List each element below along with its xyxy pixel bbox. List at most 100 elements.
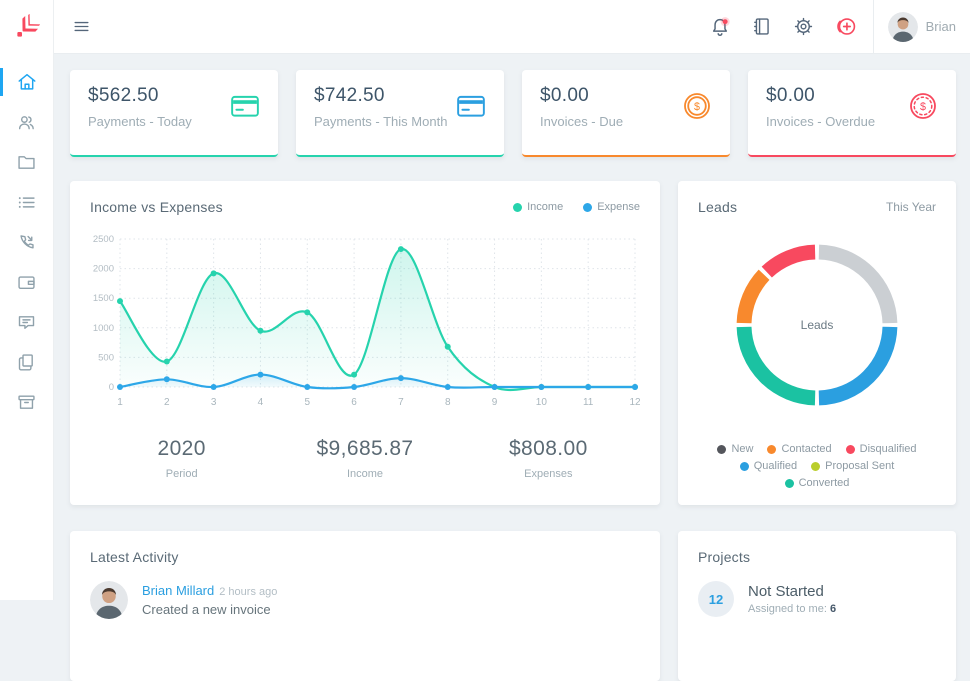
legend-label: Income [527,201,563,213]
donut-slice-disqualified[interactable] [767,252,815,272]
donut-slice-qualified[interactable] [819,327,890,398]
sidebar-item-list[interactable] [0,182,53,222]
top-bar-icons [703,10,863,44]
stat-label: Payments - Today [88,114,192,129]
legend-label: Disqualified [860,443,917,455]
leads-legend-new[interactable]: New [717,443,753,455]
archive-icon [16,392,37,413]
income-chart-legend: Income Expense [513,201,640,213]
stat-card-payments-today: $562.50 Payments - Today [70,70,278,157]
summary-period: 2020 Period [90,437,273,480]
leads-legend-proposal-sent[interactable]: Proposal Sent [811,460,894,472]
donut-slice-new[interactable] [819,252,890,323]
leads-legend-converted[interactable]: Converted [785,477,850,489]
legend-dot [785,479,794,488]
stat-label: Payments - This Month [314,114,447,129]
donut-slice-converted[interactable] [744,327,815,398]
svg-text:1000: 1000 [93,323,114,334]
stat-value: $0.00 [766,85,875,107]
legend-label: Proposal Sent [825,460,894,472]
app-logo[interactable] [0,0,54,54]
activity-text: Created a new invoice [142,602,277,617]
stat-value: $562.50 [88,85,192,107]
svg-text:$: $ [920,101,926,113]
summary-period-label: Period [90,468,273,480]
activity-card-title: Latest Activity [90,549,640,565]
svg-text:7: 7 [398,397,404,408]
logo-icon [13,14,40,41]
sidebar-item-home[interactable] [0,62,53,102]
leads-donut-chart[interactable] [721,229,913,421]
wallet-icon [16,272,37,293]
sidebar-nav [0,54,54,600]
svg-text:1500: 1500 [93,293,114,304]
leads-legend-contacted[interactable]: Contacted [767,443,831,455]
svg-text:5: 5 [304,397,310,408]
svg-text:3: 3 [211,397,217,408]
settings-gear-icon[interactable] [787,10,821,44]
leads-card-title: Leads [698,199,737,215]
donut-slice-contacted[interactable] [744,275,764,323]
user-menu[interactable]: Brian [874,12,970,42]
user-avatar [888,12,918,42]
svg-text:10: 10 [536,397,548,408]
stat-texts: $742.50 Payments - This Month [314,85,447,129]
svg-text:11: 11 [583,397,594,408]
sidebar-item-archive[interactable] [0,382,53,422]
project-assigned-label: Assigned to me: [748,603,827,615]
credit-card-icon [456,91,486,121]
leads-donut-wrap: Leads [721,229,913,421]
legend-label: Contacted [781,443,831,455]
svg-text:1: 1 [117,397,123,408]
summary-income-value: $9,685.87 [273,437,456,461]
legend-dot [846,445,855,454]
sidebar-item-wallet[interactable] [0,262,53,302]
project-status-label: Not Started [748,583,836,600]
home-icon [16,71,38,93]
svg-text:500: 500 [98,352,114,363]
projects-card: Projects 12 Not Started Assigned to me: … [678,531,956,681]
project-assigned-value: 6 [830,603,836,615]
user-name: Brian [926,19,956,34]
documents-icon [16,352,37,373]
leads-period-selector[interactable]: This Year [886,200,936,214]
summary-expenses: $808.00 Expenses [457,437,640,480]
legend-expense[interactable]: Expense [583,201,640,213]
stat-texts: $562.50 Payments - Today [88,85,192,129]
svg-text:6: 6 [351,397,357,408]
legend-dot [513,203,522,212]
chat-icon [16,312,37,333]
leads-card: Leads This Year Leads New Contacted Disqua… [678,181,956,505]
top-bar: Brian [0,0,970,54]
sidebar-item-calls[interactable] [0,222,53,262]
svg-text:12: 12 [629,397,640,408]
folder-icon [16,152,37,173]
coin-dollar-dashed-icon: $ [908,91,938,121]
leads-legend-disqualified[interactable]: Disqualified [846,443,917,455]
project-assigned: Assigned to me: 6 [748,603,836,615]
menu-toggle-icon[interactable] [62,8,100,46]
contacts-book-icon[interactable] [745,10,779,44]
sidebar-item-documents[interactable] [0,342,53,382]
notifications-bell-icon[interactable] [703,10,737,44]
summary-expenses-label: Expenses [457,468,640,480]
legend-income[interactable]: Income [513,201,563,213]
bottom-row: Latest Activity Brian Millard 2 hours ago… [70,531,956,681]
sidebar-item-chat[interactable] [0,302,53,342]
activity-user-link[interactable]: Brian Millard [142,583,214,598]
svg-text:8: 8 [445,397,451,408]
quick-add-icon[interactable] [829,10,863,44]
legend-dot [717,445,726,454]
leads-legend-qualified[interactable]: Qualified [740,460,797,472]
sidebar-item-folder[interactable] [0,142,53,182]
svg-text:2: 2 [164,397,170,408]
svg-text:2000: 2000 [93,264,114,275]
sidebar-item-contacts[interactable] [0,102,53,142]
contacts-icon [16,112,37,133]
summary-income: $9,685.87 Income [273,437,456,480]
stat-card-invoices-due: $0.00 Invoices - Due $ [522,70,730,157]
activity-timestamp: 2 hours ago [219,586,277,598]
